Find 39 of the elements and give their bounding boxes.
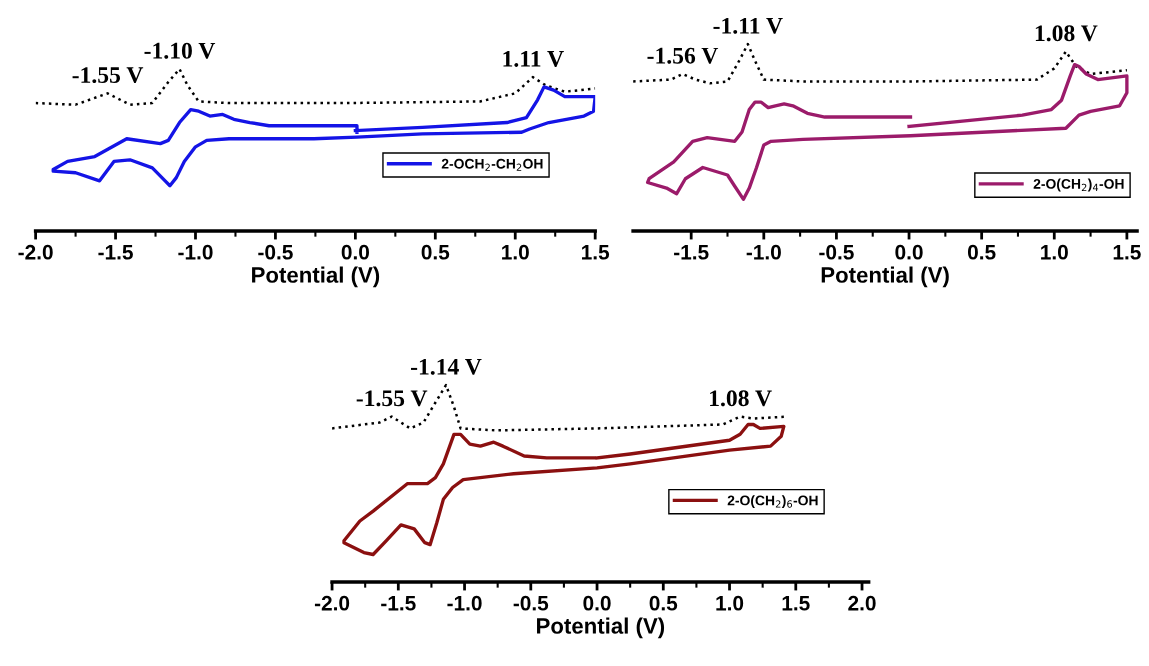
annotation: -1.10 V <box>144 42 216 59</box>
x-tick-label: -0.5 <box>258 244 293 260</box>
x-tick-label: 1.5 <box>1113 245 1141 260</box>
x-axis-title: Potential (V) <box>821 266 949 288</box>
x-tick-label: -1.5 <box>381 596 416 611</box>
x-tick-label: 1.0 <box>502 244 529 260</box>
annotation: -1.55 V <box>356 390 428 407</box>
x-tick-label: 0.0 <box>341 244 369 260</box>
x-tick-label: 0.0 <box>895 244 923 260</box>
x-tick-label: 0.5 <box>968 244 996 260</box>
annotation: -1.55 V <box>72 67 144 84</box>
x-tick-label: -0.5 <box>819 244 854 260</box>
x-tick-label: -1.0 <box>178 244 213 260</box>
x-axis-title: Potential (V) <box>252 266 380 288</box>
x-tick-label: 1.5 <box>782 596 810 611</box>
x-tick-label: -2.0 <box>18 244 53 260</box>
annotation: -1.14 V <box>411 358 482 375</box>
annotation: 1.08 V <box>710 390 772 407</box>
annotation: 1.08 V <box>1035 25 1098 42</box>
x-axis-title: Potential (V) <box>537 617 665 639</box>
x-tick-label: 1.0 <box>1041 244 1068 260</box>
x-tick-label: 0.0 <box>583 595 611 611</box>
x-tick-label: 0.5 <box>649 595 678 611</box>
x-tick-label: 0.5 <box>421 244 450 260</box>
x-tick-label: -1.5 <box>98 245 133 260</box>
x-tick-label: -1.0 <box>447 595 482 611</box>
x-tick-label: -0.5 <box>513 595 549 611</box>
x-tick-label: -1.0 <box>746 244 781 260</box>
x-tick-label: 1.5 <box>582 245 610 260</box>
x-tick-label: -2.0 <box>314 595 350 611</box>
annotation: -1.56 V <box>647 47 719 64</box>
legend-label: 2-O(CH$_{2}$)$_{6}$-OH <box>727 495 818 509</box>
annotation: 1.11 V <box>503 50 564 67</box>
legend-label: 2-O(CH$_{2}$)$_{4}$-OH <box>1033 178 1124 192</box>
annotation: -1.11 V <box>713 17 783 34</box>
x-tick-label: 2.0 <box>848 595 876 611</box>
x-tick-label: -1.5 <box>674 245 709 260</box>
legend-label: 2-OCH$_{2}$-CH$_{2}$OH <box>441 158 543 171</box>
x-tick-label: 1.0 <box>716 595 744 611</box>
